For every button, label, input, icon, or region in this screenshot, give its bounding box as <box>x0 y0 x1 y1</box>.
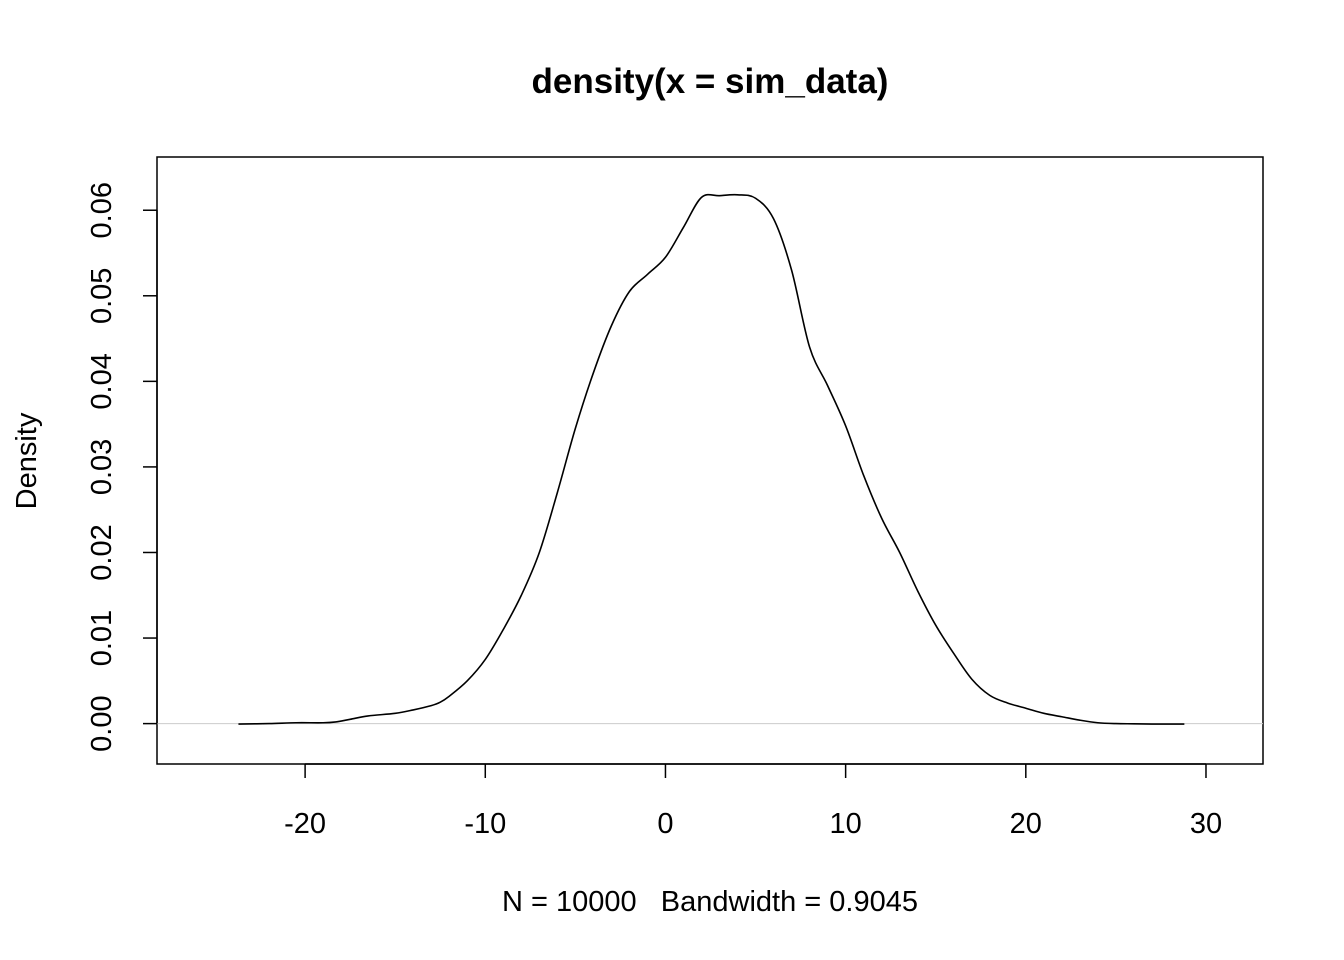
x-axis-label: N = 10000 Bandwidth = 0.9045 <box>502 886 918 918</box>
x-tick-label: 30 <box>1190 808 1222 840</box>
y-tick-label: 0.06 <box>86 182 118 238</box>
y-axis-label: Density <box>11 412 43 509</box>
plot-area-frame <box>156 156 1264 765</box>
y-tick-label: 0.02 <box>86 524 118 580</box>
x-axis: -20 -10 0 10 20 30 <box>284 763 1222 840</box>
x-tick-label: 20 <box>1010 808 1042 840</box>
x-tick-label: -10 <box>464 808 506 840</box>
y-tick-label: 0.00 <box>86 695 118 751</box>
x-tick-label: 10 <box>829 808 861 840</box>
y-tick-label: 0.05 <box>86 268 118 324</box>
x-tick-label: -20 <box>284 808 326 840</box>
chart-title: density(x = sim_data) <box>532 62 889 101</box>
x-tick-label: 0 <box>657 808 673 840</box>
density-curve <box>238 193 1185 725</box>
y-axis: 0.00 0.01 0.02 0.03 0.04 0.05 0.06 <box>86 182 158 752</box>
y-tick-label: 0.04 <box>86 353 118 409</box>
y-tick-label: 0.01 <box>86 610 118 666</box>
y-tick-label: 0.03 <box>86 439 118 495</box>
